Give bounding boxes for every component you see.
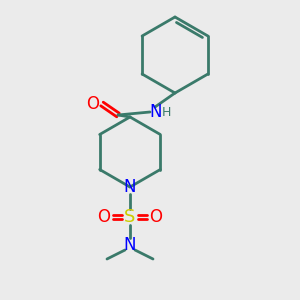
Text: O: O <box>149 208 163 226</box>
Text: H: H <box>161 106 171 119</box>
Text: O: O <box>98 208 110 226</box>
Text: S: S <box>124 208 136 226</box>
Text: O: O <box>86 95 100 113</box>
Text: N: N <box>150 103 162 121</box>
Text: N: N <box>124 178 136 196</box>
Text: N: N <box>124 236 136 254</box>
